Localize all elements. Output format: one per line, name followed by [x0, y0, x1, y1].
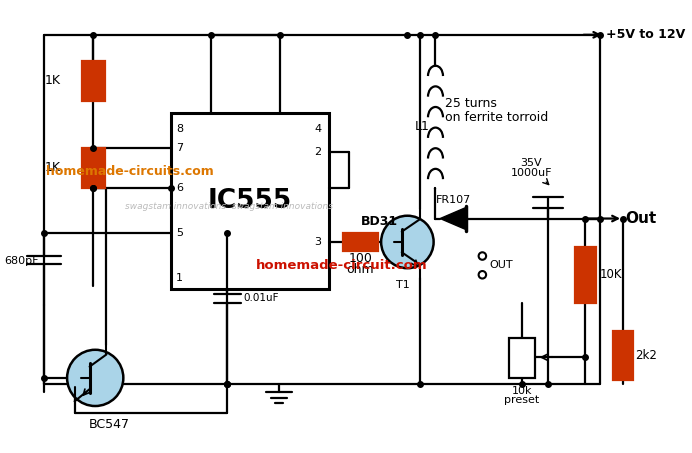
Bar	[82, 148, 104, 188]
Text: 6: 6	[176, 183, 183, 193]
Bar	[82, 61, 104, 101]
Text: swagstam innovations  swagstam innovations: swagstam innovations swagstam innovation…	[125, 202, 334, 211]
Bar	[575, 246, 596, 303]
Text: 3: 3	[315, 237, 322, 247]
Text: +5V to 12V: +5V to 12V	[606, 28, 685, 41]
Text: 100: 100	[349, 252, 372, 265]
Bar	[612, 331, 633, 380]
Polygon shape	[440, 207, 466, 230]
Bar	[509, 337, 535, 378]
Text: homemade-circuits.com: homemade-circuits.com	[46, 165, 215, 178]
Text: 1: 1	[176, 273, 183, 283]
Bar	[171, 113, 329, 289]
Text: ohm: ohm	[347, 263, 374, 276]
Circle shape	[479, 271, 486, 279]
Text: 4: 4	[315, 125, 322, 135]
Text: 8: 8	[176, 125, 183, 135]
Bar	[343, 232, 379, 251]
Text: 2: 2	[315, 147, 322, 157]
Text: 10k: 10k	[511, 386, 532, 396]
Text: 7: 7	[176, 143, 183, 153]
Text: L1: L1	[415, 120, 430, 133]
Text: IC555: IC555	[208, 188, 292, 214]
Text: OUT: OUT	[490, 260, 513, 270]
Text: BC547: BC547	[89, 418, 130, 431]
Text: FR107: FR107	[436, 195, 471, 205]
Text: T1: T1	[396, 280, 410, 290]
Text: 2k2: 2k2	[635, 349, 657, 362]
Circle shape	[381, 216, 434, 268]
Text: 35V: 35V	[520, 158, 542, 168]
Text: Out: Out	[625, 211, 656, 226]
Text: preset: preset	[504, 395, 539, 405]
Text: homemade-circuit.com: homemade-circuit.com	[256, 259, 428, 272]
Text: 5: 5	[176, 227, 183, 237]
Text: on ferrite torroid: on ferrite torroid	[445, 111, 548, 124]
Text: 10K: 10K	[599, 268, 622, 281]
Circle shape	[67, 350, 123, 406]
Text: 25 turns: 25 turns	[445, 97, 497, 110]
Text: 1K: 1K	[44, 74, 60, 87]
Text: 1000uF: 1000uF	[511, 168, 552, 178]
Text: 0.01uF: 0.01uF	[244, 293, 279, 303]
Text: 1K: 1K	[44, 161, 60, 174]
Text: BD31: BD31	[361, 215, 398, 228]
Circle shape	[479, 252, 486, 260]
Text: 680pF: 680pF	[4, 255, 39, 266]
